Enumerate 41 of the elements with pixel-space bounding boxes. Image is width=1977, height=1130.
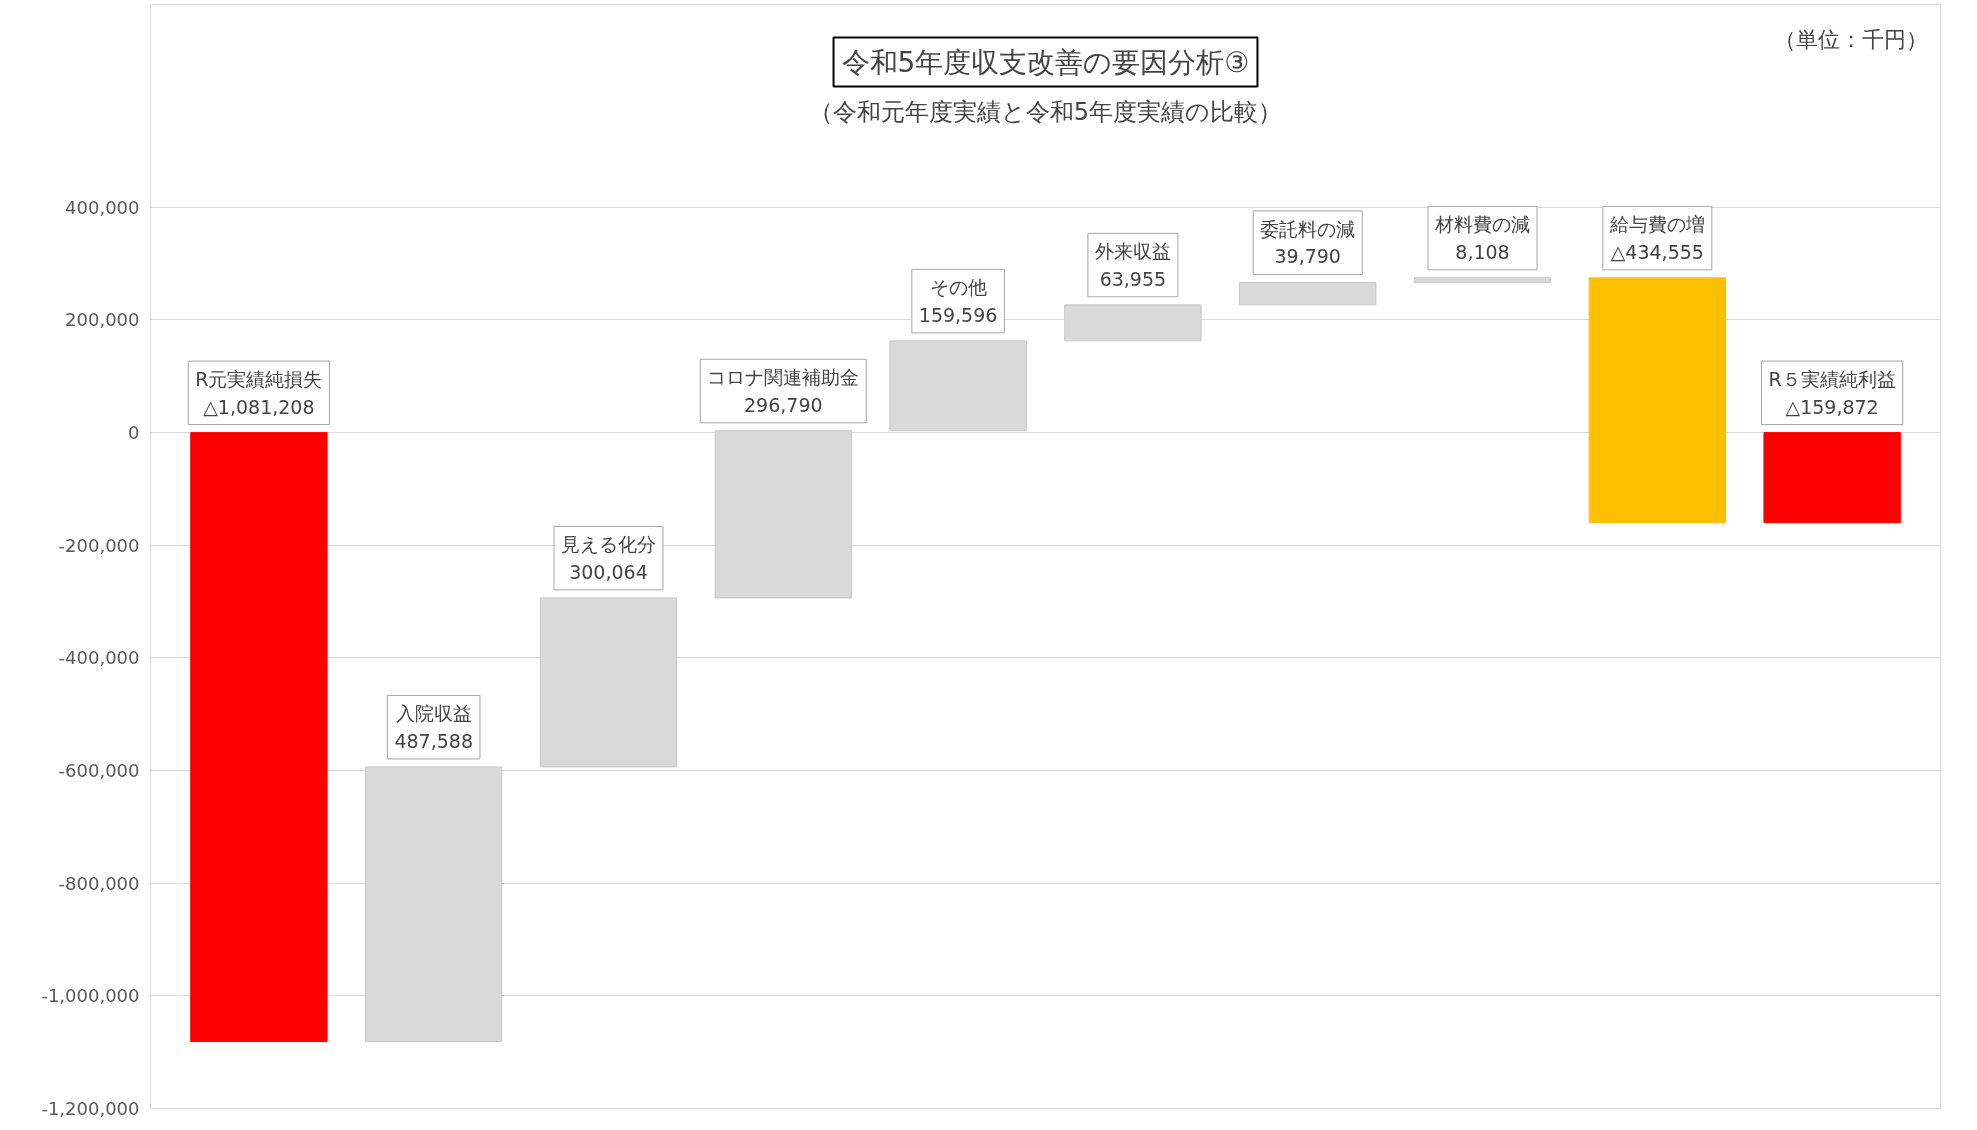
- data-label: 63,955: [1099, 267, 1167, 290]
- y-tick-label: -400,000: [58, 647, 140, 669]
- x-tick-label: 給与費の増: [1608, 213, 1705, 236]
- x-tick-label: 委託料の減: [1260, 217, 1356, 240]
- y-tick-label: 400,000: [65, 196, 140, 218]
- y-tick-label: -600,000: [58, 760, 140, 782]
- x-tick-label: 入院収益: [395, 702, 472, 725]
- y-tick-label: -1,200,000: [41, 1098, 140, 1119]
- text: （令和元年度実績と令和5年度実績の比較）: [808, 98, 1283, 127]
- data-label: 159,596: [918, 303, 998, 326]
- x-tick-label: その他: [929, 276, 987, 299]
- data-label: △1,081,208: [203, 395, 315, 418]
- text: 令和5年度収支改善の要因分析③: [841, 45, 1250, 79]
- bar: [190, 432, 328, 1043]
- bar: [889, 340, 1027, 432]
- x-tick-label: コロナ関連補助金: [707, 366, 860, 389]
- y-tick-label: 200,000: [65, 309, 140, 331]
- bar: [714, 430, 852, 599]
- data-label: 39,790: [1274, 245, 1341, 268]
- y-tick-label: -1,000,000: [41, 985, 140, 1007]
- data-label: 487,588: [394, 729, 473, 752]
- data-label: 300,064: [569, 560, 648, 583]
- bar: [539, 597, 678, 768]
- y-tick-label: -800,000: [58, 872, 140, 894]
- annotation: （単位：千円）: [1774, 26, 1929, 52]
- data-label: △434,555: [1610, 240, 1704, 263]
- data-label: 296,790: [744, 393, 823, 416]
- bar: [1239, 281, 1377, 306]
- x-tick-label: 見える化分: [560, 533, 656, 556]
- x-tick-label: 材料費の減: [1434, 213, 1531, 236]
- x-tick-label: 外来収益: [1094, 240, 1171, 263]
- x-tick-label: R５実績純利益: [1768, 368, 1896, 391]
- y-tick-label: 0: [128, 422, 140, 444]
- bar: [1064, 304, 1202, 342]
- data-label: 8,108: [1455, 240, 1510, 263]
- x-tick-label: R元実績純損失: [195, 368, 323, 391]
- bar: [1588, 277, 1726, 524]
- bar: [1413, 277, 1552, 283]
- bar: [1763, 432, 1901, 524]
- data-label: △159,872: [1785, 395, 1879, 418]
- y-tick-label: -200,000: [58, 534, 140, 556]
